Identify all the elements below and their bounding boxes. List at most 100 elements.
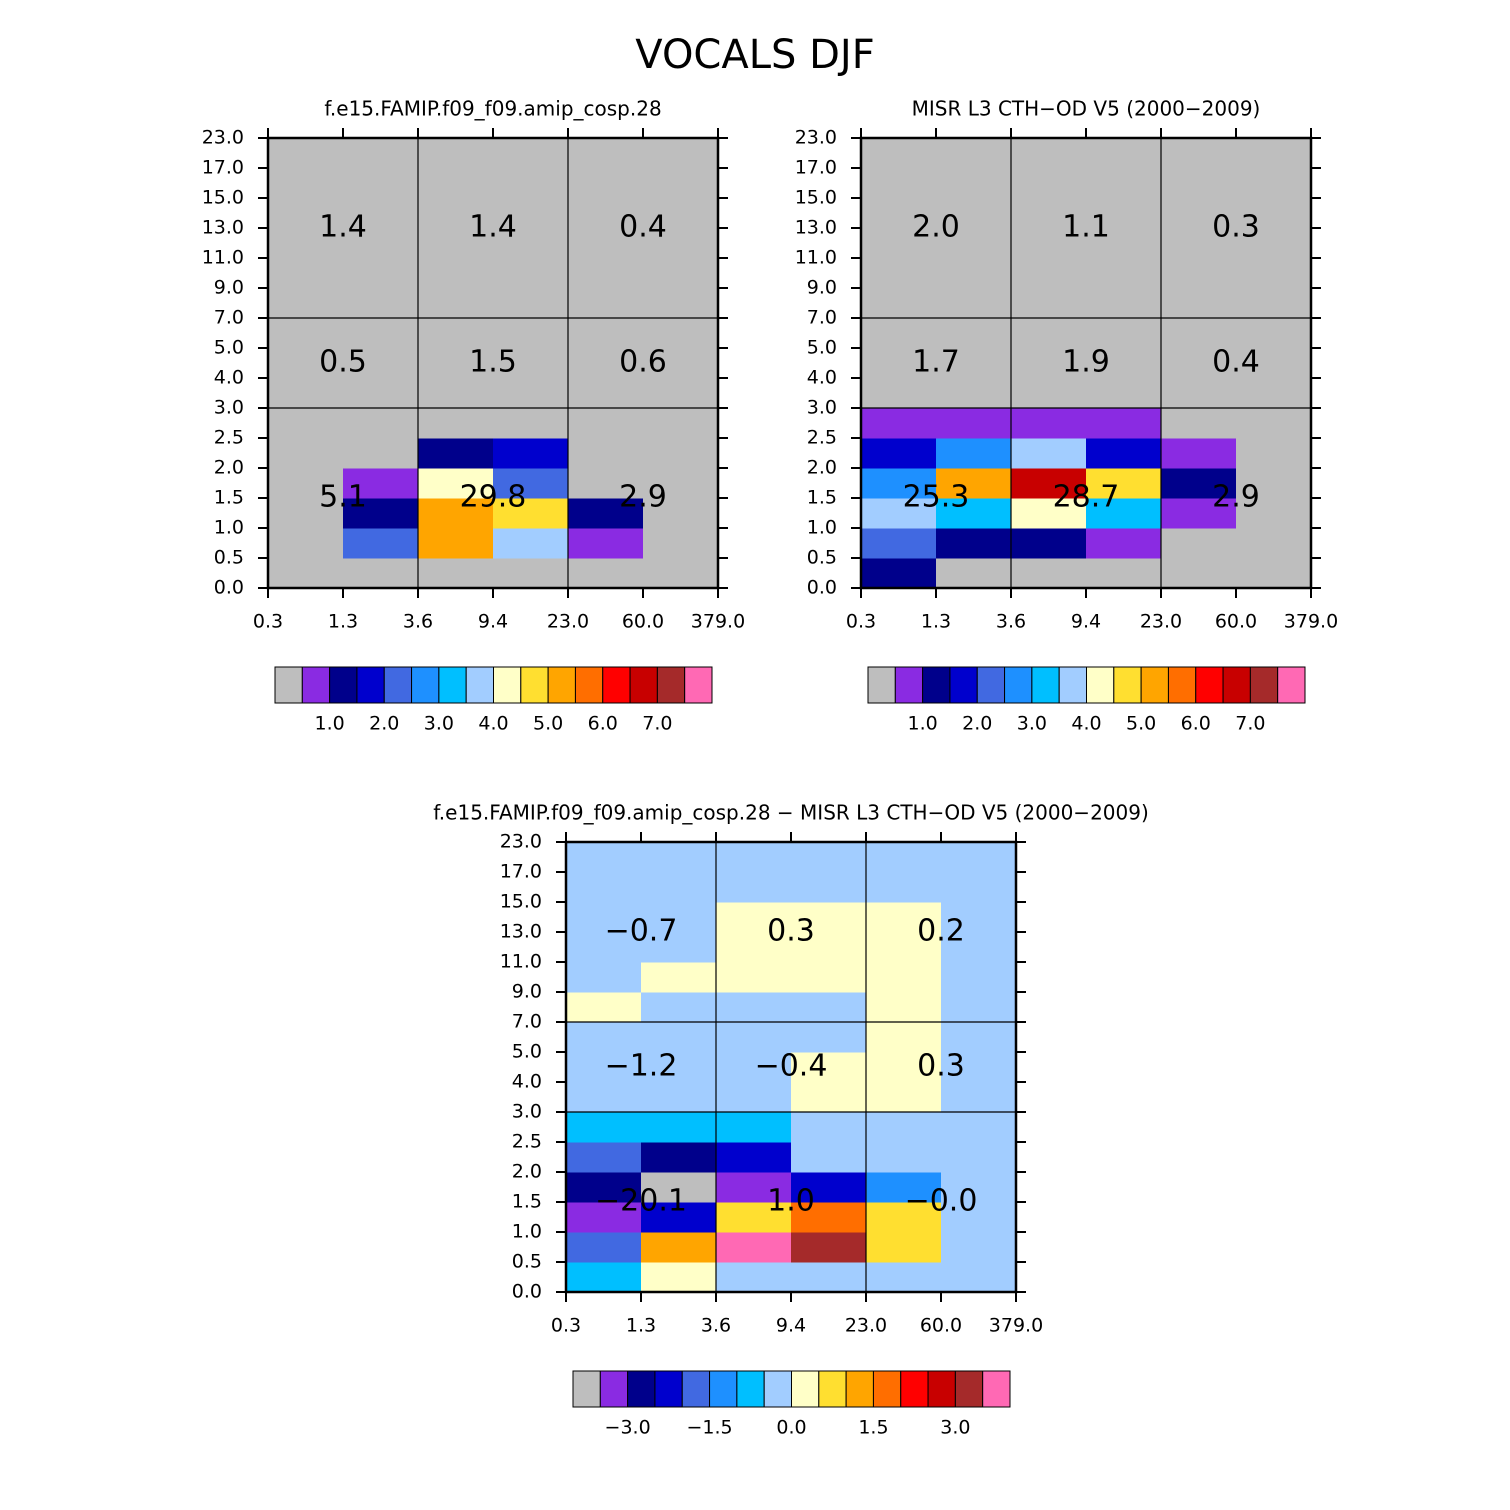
region-value: −1.2 — [605, 1049, 678, 1084]
cell — [941, 1232, 1017, 1263]
colorbar-box — [383, 666, 413, 704]
cell — [268, 168, 344, 199]
colorbar-box — [818, 1370, 847, 1408]
cell — [936, 498, 1012, 529]
cell — [861, 258, 937, 289]
cell — [1236, 168, 1312, 199]
colorbar-label: 1.0 — [908, 713, 938, 735]
cell — [643, 318, 719, 349]
cell — [1086, 258, 1162, 289]
cell — [791, 842, 867, 873]
y-tick-label: 23.0 — [500, 831, 542, 853]
cell — [566, 1082, 642, 1113]
x-tick-label: 23.0 — [547, 611, 589, 633]
cell — [568, 288, 644, 319]
colorbar-box — [627, 1370, 656, 1408]
colorbar-box — [791, 1370, 820, 1408]
colorbar-box — [900, 1370, 929, 1408]
x-tick-label: 379.0 — [989, 1315, 1043, 1337]
colorbar-box — [465, 666, 494, 704]
cell — [493, 498, 569, 529]
cell — [716, 842, 792, 873]
cell — [1086, 138, 1162, 169]
cell — [643, 138, 719, 169]
y-tick-label: 5.0 — [512, 1041, 542, 1063]
cell — [641, 1202, 717, 1233]
region-value: 25.3 — [903, 480, 970, 515]
region-value: 0.3 — [1212, 210, 1260, 245]
cell — [568, 408, 644, 439]
cell — [1236, 378, 1312, 409]
y-tick-label: 0.0 — [512, 1281, 542, 1303]
y-tick-label: 1.5 — [807, 487, 837, 509]
cell — [641, 1262, 717, 1293]
cell — [861, 408, 937, 439]
region-value: −20.1 — [595, 1184, 687, 1219]
cell — [643, 558, 719, 589]
colorbar-label: 5.0 — [1126, 713, 1156, 735]
cell — [1236, 198, 1312, 229]
cell — [418, 468, 494, 499]
cell — [566, 872, 642, 903]
cell — [941, 872, 1017, 903]
cell — [1086, 558, 1162, 589]
colorbar-box — [954, 1370, 984, 1408]
y-tick-label: 17.0 — [795, 157, 837, 179]
cell — [493, 288, 569, 319]
colorbar-box — [493, 666, 522, 704]
cell — [268, 348, 344, 379]
cell — [641, 872, 717, 903]
cell — [936, 408, 1012, 439]
cell — [1236, 138, 1312, 169]
cell — [861, 528, 937, 559]
cell — [1086, 288, 1162, 319]
colorbar-box — [1004, 666, 1033, 704]
cell — [1011, 558, 1087, 589]
region-value: 0.2 — [917, 914, 965, 949]
region-value: 0.3 — [917, 1049, 965, 1084]
cell — [716, 1202, 792, 1233]
cell — [568, 468, 644, 499]
cell — [343, 498, 419, 529]
cell — [716, 872, 792, 903]
cell — [268, 198, 344, 229]
figure-title: VOCALS DJF — [635, 32, 874, 78]
colorbar-label: 7.0 — [642, 713, 672, 735]
cell — [941, 1112, 1017, 1143]
colorbar-box — [1277, 666, 1306, 704]
cell — [941, 842, 1017, 873]
cell — [568, 138, 644, 169]
region-value: 0.5 — [319, 345, 367, 380]
y-tick-label: 1.5 — [214, 487, 244, 509]
colorbar-label: 6.0 — [588, 713, 618, 735]
colorbar-label: 1.0 — [315, 713, 345, 735]
cell — [1161, 138, 1237, 169]
cell — [866, 1112, 942, 1143]
cell — [418, 498, 494, 529]
cell — [268, 498, 344, 529]
cell — [343, 468, 419, 499]
region-value: 2.9 — [1212, 480, 1260, 515]
cell — [866, 842, 942, 873]
y-tick-label: 0.0 — [214, 577, 244, 599]
cell — [418, 378, 494, 409]
cell — [1011, 528, 1087, 559]
cell — [936, 558, 1012, 589]
cell — [343, 168, 419, 199]
region-value: 29.8 — [460, 480, 527, 515]
colorbar-label: 4.0 — [478, 713, 508, 735]
colorbar-box — [982, 1370, 1011, 1408]
cell — [268, 318, 344, 349]
cell — [268, 228, 344, 259]
colorbar-box — [411, 666, 440, 704]
cell — [268, 138, 344, 169]
cell — [866, 1232, 942, 1263]
cell — [418, 318, 494, 349]
cell — [568, 558, 644, 589]
cell — [493, 168, 569, 199]
cell — [418, 528, 494, 559]
cell — [343, 228, 419, 259]
cell — [641, 1112, 717, 1143]
cell — [566, 902, 642, 933]
colorbar-box — [599, 1370, 629, 1408]
